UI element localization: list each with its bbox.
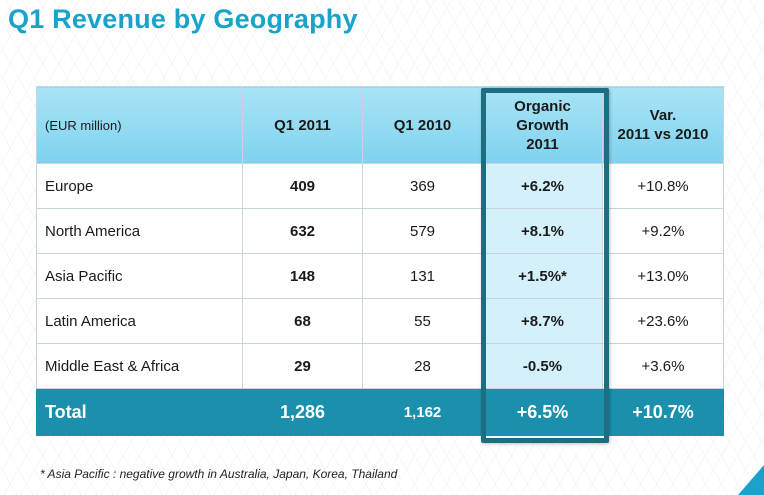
q1-2010-cell: 131 [362,253,483,299]
total-label: Total [36,388,243,436]
header-variation: Var. 2011 vs 2010 [602,86,724,164]
q1-2010-cell: 369 [362,163,483,209]
q1-2011-cell: 632 [242,208,363,254]
header-unit: (EUR million) [36,86,243,164]
total-q1-2010: 1,162 [362,388,483,436]
variation-cell: +23.6% [602,298,724,344]
total-q1-2011: 1,286 [242,388,363,436]
organic-growth-cell: +8.1% [482,208,603,254]
footnote: * Asia Pacific : negative growth in Aust… [40,467,398,481]
header-q1-2010: Q1 2010 [362,86,483,164]
variation-cell: +13.0% [602,253,724,299]
corner-accent-icon [738,465,764,495]
table-row: Asia Pacific 148 131 +1.5%* +13.0% [36,253,724,299]
table-row: Middle East & Africa 29 28 -0.5% +3.6% [36,343,724,389]
variation-cell: +3.6% [602,343,724,389]
organic-growth-cell: +6.2% [482,163,603,209]
q1-2010-cell: 28 [362,343,483,389]
total-organic-growth: +6.5% [482,388,603,436]
organic-growth-cell: +8.7% [482,298,603,344]
total-variation: +10.7% [602,388,724,436]
organic-growth-cell: +1.5%* [482,253,603,299]
q1-2010-cell: 55 [362,298,483,344]
table-row: Europe 409 369 +6.2% +10.8% [36,163,724,209]
region-cell: Europe [36,163,243,209]
header-q1-2011: Q1 2011 [242,86,363,164]
variation-cell: +9.2% [602,208,724,254]
total-row: Total 1,286 1,162 +6.5% +10.7% [36,388,724,436]
page-title: Q1 Revenue by Geography [8,4,358,34]
table-row: Latin America 68 55 +8.7% +23.6% [36,298,724,344]
organic-growth-cell: -0.5% [482,343,603,389]
q1-2011-cell: 29 [242,343,363,389]
region-cell: Asia Pacific [36,253,243,299]
region-cell: Middle East & Africa [36,343,243,389]
q1-2010-cell: 579 [362,208,483,254]
table-row: North America 632 579 +8.1% +9.2% [36,208,724,254]
q1-2011-cell: 409 [242,163,363,209]
q1-2011-cell: 148 [242,253,363,299]
variation-cell: +10.8% [602,163,724,209]
region-cell: North America [36,208,243,254]
q1-2011-cell: 68 [242,298,363,344]
table-header-row: (EUR million) Q1 2011 Q1 2010 Organic Gr… [36,86,724,164]
region-cell: Latin America [36,298,243,344]
header-organic-growth: Organic Growth 2011 [482,86,603,164]
revenue-table: (EUR million) Q1 2011 Q1 2010 Organic Gr… [36,86,724,436]
